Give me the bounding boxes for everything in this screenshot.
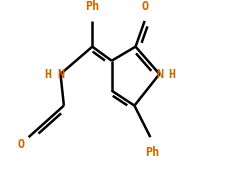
Text: H: H — [44, 67, 51, 81]
Text: Ph: Ph — [146, 146, 160, 159]
Text: Ph: Ph — [85, 0, 100, 13]
Text: N: N — [57, 67, 64, 81]
Text: O: O — [18, 138, 25, 151]
Text: N: N — [156, 67, 163, 81]
Text: H: H — [169, 67, 176, 81]
Text: O: O — [142, 0, 149, 13]
